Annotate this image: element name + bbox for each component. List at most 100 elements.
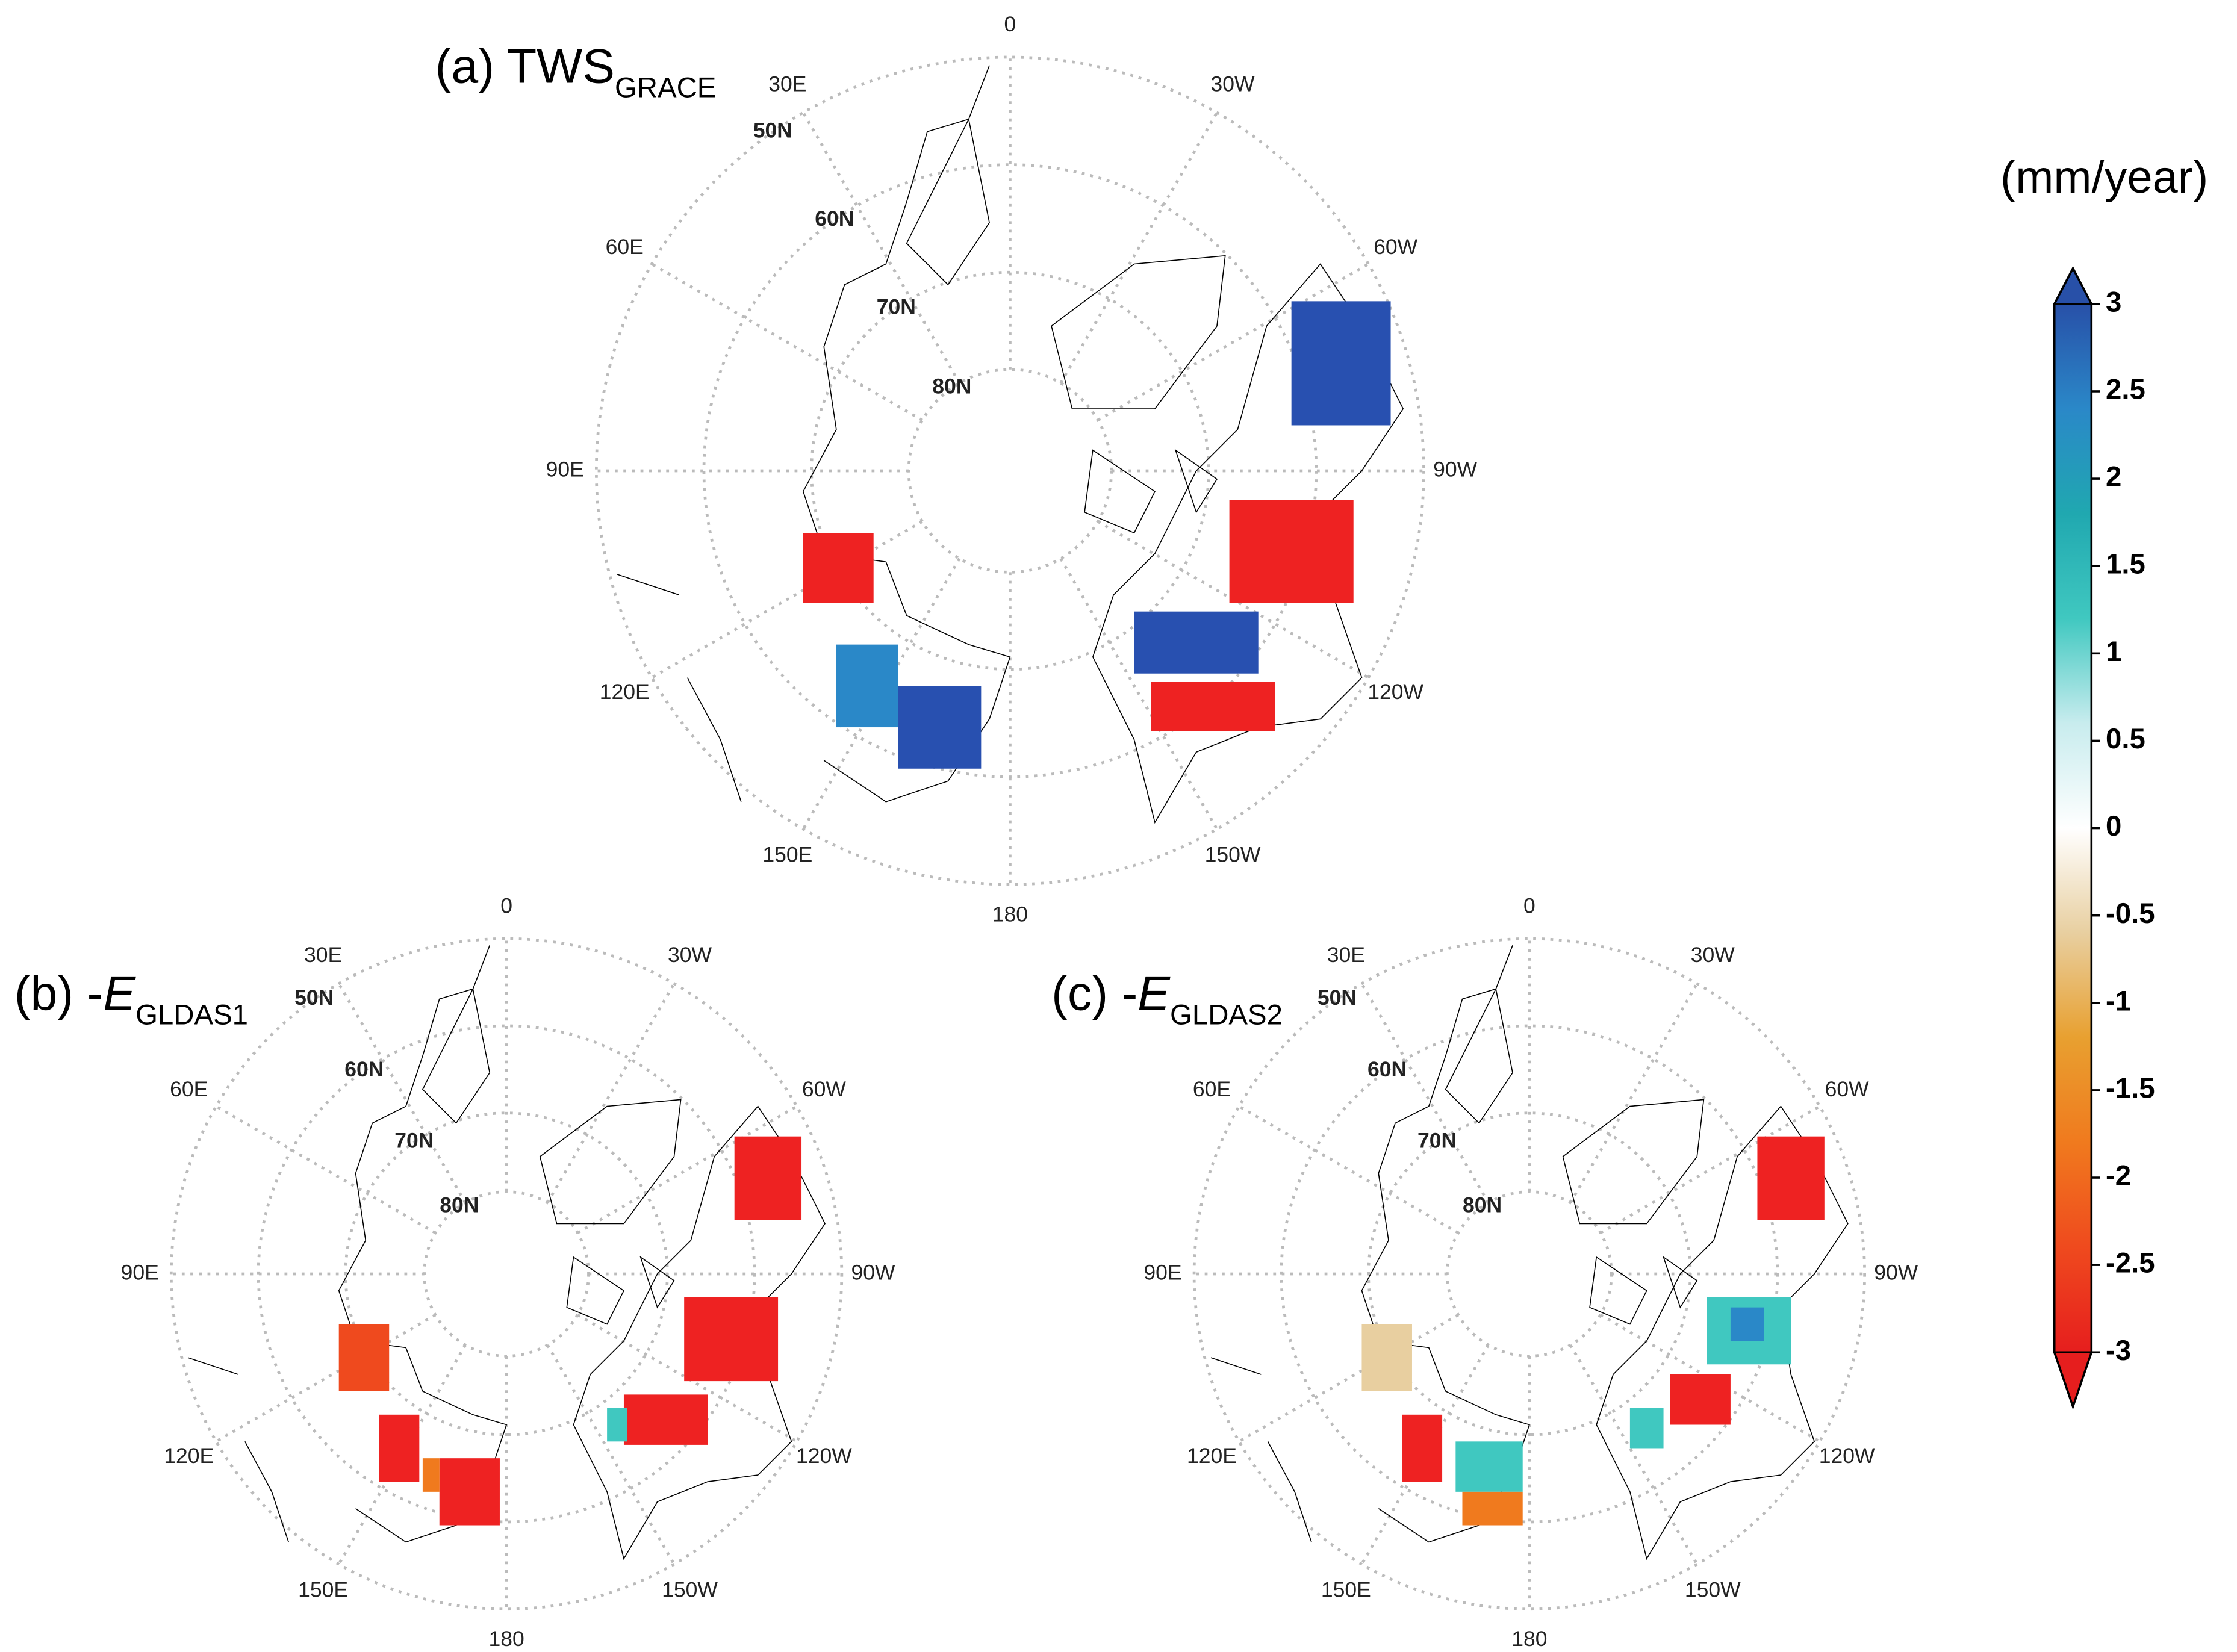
latitude-label: 80N [1463, 1193, 1502, 1217]
maps: 0 30W 60W 90W 120W 150W 180 150E 120E 90E 60E 30E 50… [121, 12, 1918, 1651]
title-sub: GRACE [615, 72, 716, 104]
longitude-label: 120W [1819, 1444, 1875, 1468]
meridian [1238, 1105, 1459, 1234]
colorbar-tick-label: 0 [2106, 810, 2121, 842]
colorbar-tick-label: -2.5 [2106, 1247, 2155, 1279]
latitude-label: 70N [1417, 1128, 1457, 1152]
longitude-label: 90W [851, 1260, 895, 1284]
meridian [546, 983, 676, 1203]
meridian [1059, 557, 1219, 830]
colorbar: 3 2.5 2 1.5 1 0.5 0 -0.5 -1 -1.5 -2 -2.5 -3 [2052, 266, 2155, 1410]
longitude-label: 30W [668, 943, 712, 967]
title: (b) - [14, 967, 104, 1021]
longitude-label: 60W [1825, 1077, 1870, 1101]
title: (a) TWS [435, 40, 615, 94]
longitude-label: 30E [768, 72, 806, 96]
longitude-label: 0 [1523, 893, 1535, 918]
meridian [651, 262, 923, 421]
colorbar-arrow-top [2052, 266, 2094, 305]
longitude-label: 30W [1691, 943, 1735, 967]
polar-map: 0 30W 60W 90W 120W 150W 180 150E 120E 90E 60E 30E 50… [546, 12, 1478, 926]
meridian [337, 983, 467, 1203]
longitude-label: 120E [1187, 1444, 1237, 1468]
longitude-label: 90E [1143, 1260, 1181, 1284]
latitude-circle [907, 368, 1113, 574]
meridian [1360, 983, 1490, 1203]
latitude-circle [702, 163, 1318, 778]
longitude-label: 30W [1211, 72, 1255, 96]
colorbar-tick-label: 1.5 [2106, 548, 2145, 580]
title-var: E [1137, 967, 1171, 1021]
blobs-b [338, 1136, 802, 1526]
latitude-label: 70N [877, 294, 916, 318]
colorbar-tick-label: 1 [2106, 636, 2121, 668]
longitude-label: 90W [1874, 1260, 1918, 1284]
panel-title: (c) -EGLDAS2 [1051, 967, 1283, 1031]
longitude-label: 150E [762, 843, 812, 867]
longitude-label: 30E [1327, 943, 1365, 967]
longitude-label: 30E [304, 943, 342, 967]
meridian [1569, 983, 1699, 1203]
meridian [1097, 262, 1369, 421]
colorbar-tick-label: -0.5 [2106, 898, 2155, 930]
latitude-circle [257, 1024, 756, 1524]
colorbar-tick-label: -3 [2106, 1335, 2131, 1367]
latitude-label: 50N [294, 986, 334, 1010]
panel-title: (a) TWSGRACE [435, 40, 717, 104]
longitude-label: 150W [1685, 1578, 1741, 1602]
colorbar-tick-label: -2 [2106, 1160, 2131, 1192]
colorbar-tick-label: 3 [2106, 286, 2121, 318]
title-sub: GLDAS1 [135, 999, 248, 1031]
latitude-label: 50N [753, 119, 792, 143]
longitude-label: 120E [600, 680, 650, 704]
latitude-label: 80N [440, 1193, 479, 1217]
longitude-label: 60E [170, 1077, 208, 1101]
latitude-circle [344, 1111, 669, 1436]
longitude-label: 120W [796, 1444, 852, 1468]
longitude-label: 150E [1321, 1578, 1371, 1602]
latitude-label: 60N [1367, 1057, 1407, 1081]
longitude-label: 90E [546, 457, 584, 481]
polar-map: 0 30W 60W 90W 120W 150W 180 150E 120E 90E 60E 30E 50… [121, 893, 895, 1651]
longitude-label: 120E [164, 1444, 214, 1468]
title: (c) - [1051, 967, 1137, 1021]
longitude-label: 180 [488, 1627, 524, 1651]
meridian [215, 1105, 437, 1234]
colorbar-tick-label: 0.5 [2106, 723, 2145, 755]
latitude-label: 70N [394, 1128, 434, 1152]
latitude-label: 50N [1318, 986, 1357, 1010]
meridian [651, 520, 923, 679]
panel-title: (b) -EGLDAS1 [14, 967, 248, 1031]
longitude-label: 90E [121, 1260, 159, 1284]
longitude-label: 60W [802, 1077, 847, 1101]
longitude-label: 180 [992, 902, 1028, 927]
latitude-label: 60N [815, 206, 854, 231]
latitude-label: 60N [344, 1057, 384, 1081]
colorbar-arrow-bottom [2053, 1351, 2093, 1410]
meridian [801, 111, 961, 384]
title-sub: GLDAS2 [1170, 999, 1283, 1031]
longitude-label: 60E [1193, 1077, 1231, 1101]
latitude-label: 80N [932, 374, 971, 399]
longitude-label: 60W [1374, 235, 1418, 259]
latitude-circle [594, 55, 1425, 886]
colorbar-tick-label: 2.5 [2106, 373, 2145, 405]
blobs-a [803, 301, 1391, 769]
latitude-circle [1192, 937, 1866, 1611]
polar-map: 0 30W 60W 90W 120W 150W 180 150E 120E 90E 60E 30E 50… [1143, 893, 1918, 1651]
colorbar-bar [2053, 303, 2093, 1354]
longitude-label: 0 [1004, 12, 1016, 36]
meridian [1059, 111, 1219, 384]
longitude-label: 150W [662, 1578, 718, 1602]
longitude-label: 60E [606, 235, 644, 259]
latitude-circle [810, 270, 1210, 671]
meridian [546, 1344, 676, 1565]
colorbar-tick-label: -1.5 [2106, 1072, 2155, 1104]
latitude-circle [169, 937, 844, 1611]
longitude-label: 150W [1205, 843, 1261, 867]
longitude-label: 0 [500, 893, 512, 918]
blobs-c [1361, 1136, 1825, 1526]
colorbar-tick-label: 2 [2106, 461, 2121, 493]
colorbar-label: (mm/year) [2000, 152, 2208, 203]
